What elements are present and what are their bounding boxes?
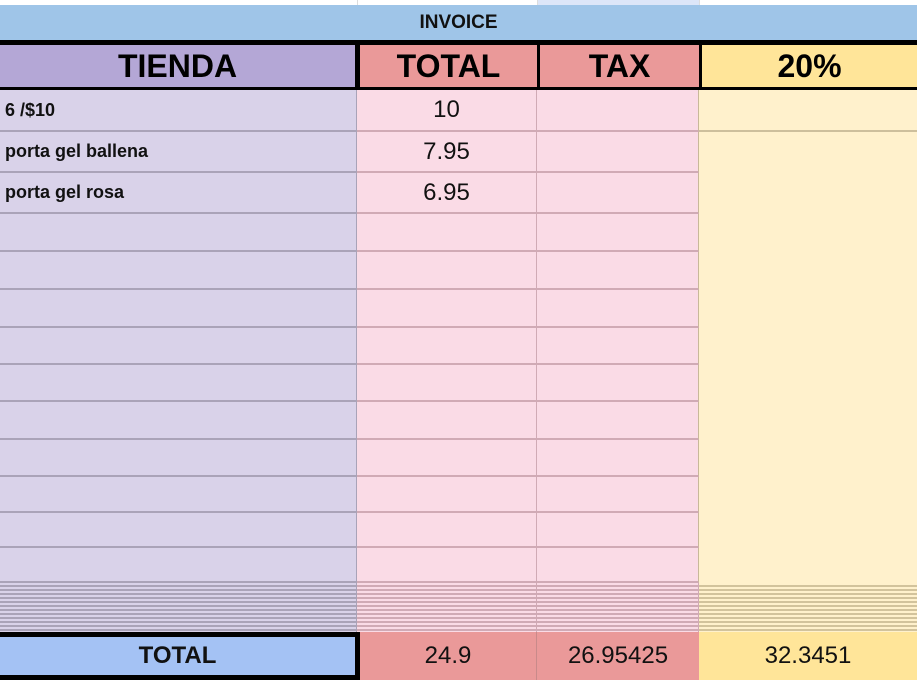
total-cell[interactable]: 10 [357,90,537,132]
tax-cell[interactable] [537,90,699,132]
total-cell[interactable] [357,440,537,477]
tax-cell[interactable] [537,132,699,173]
collapsed-rows [357,583,537,633]
tax-sum-cell[interactable]: 26.95425 [537,632,699,680]
tienda-cell[interactable] [0,513,357,548]
header-tax[interactable]: TAX [537,40,702,92]
pct-sum-cell[interactable]: 32.3451 [699,632,917,680]
total-label[interactable]: TOTAL [0,632,360,680]
total-cell[interactable] [357,328,537,365]
collapsed-rows [699,583,917,633]
tax-cell[interactable] [537,214,699,252]
total-cell[interactable] [357,402,537,440]
tax-cell[interactable] [537,548,699,583]
tienda-cell[interactable] [0,548,357,583]
invoice-banner[interactable]: INVOICE [0,5,917,40]
total-cell[interactable] [357,477,537,513]
tax-cell[interactable] [537,402,699,440]
total-cell[interactable]: 7.95 [357,132,537,173]
tienda-cell[interactable] [0,328,357,365]
tax-cell[interactable] [537,477,699,513]
total-cell[interactable] [357,214,537,252]
total-cell[interactable] [357,290,537,328]
header-20-percent[interactable]: 20% [699,40,917,92]
tax-cell[interactable] [537,440,699,477]
tienda-cell[interactable] [0,290,357,328]
tax-cell[interactable] [537,173,699,214]
tienda-cell[interactable] [0,214,357,252]
tax-cell[interactable] [537,365,699,402]
pct-merged-cell[interactable] [699,132,917,583]
total-sum-cell[interactable]: 24.9 [360,632,537,680]
total-cell[interactable] [357,252,537,290]
tax-cell[interactable] [537,290,699,328]
total-cell[interactable] [357,365,537,402]
collapsed-rows [0,583,357,633]
tienda-cell[interactable] [0,402,357,440]
total-cell[interactable] [357,548,537,583]
tienda-cell[interactable]: porta gel ballena [0,132,357,173]
collapsed-rows [537,583,699,633]
header-total[interactable]: TOTAL [355,40,540,92]
tax-cell[interactable] [537,252,699,290]
tienda-cell[interactable] [0,365,357,402]
header-tienda[interactable]: TIENDA [0,40,360,92]
tienda-cell[interactable] [0,252,357,290]
tienda-cell[interactable] [0,440,357,477]
total-cell[interactable]: 6.95 [357,173,537,214]
tienda-cell[interactable] [0,477,357,513]
top-strip [0,0,917,5]
tax-cell[interactable] [537,513,699,548]
total-cell[interactable] [357,513,537,548]
tienda-cell[interactable]: 6 /$10 [0,90,357,132]
pct-cell[interactable] [699,90,917,132]
tienda-cell[interactable]: porta gel rosa [0,173,357,214]
tax-cell[interactable] [537,328,699,365]
